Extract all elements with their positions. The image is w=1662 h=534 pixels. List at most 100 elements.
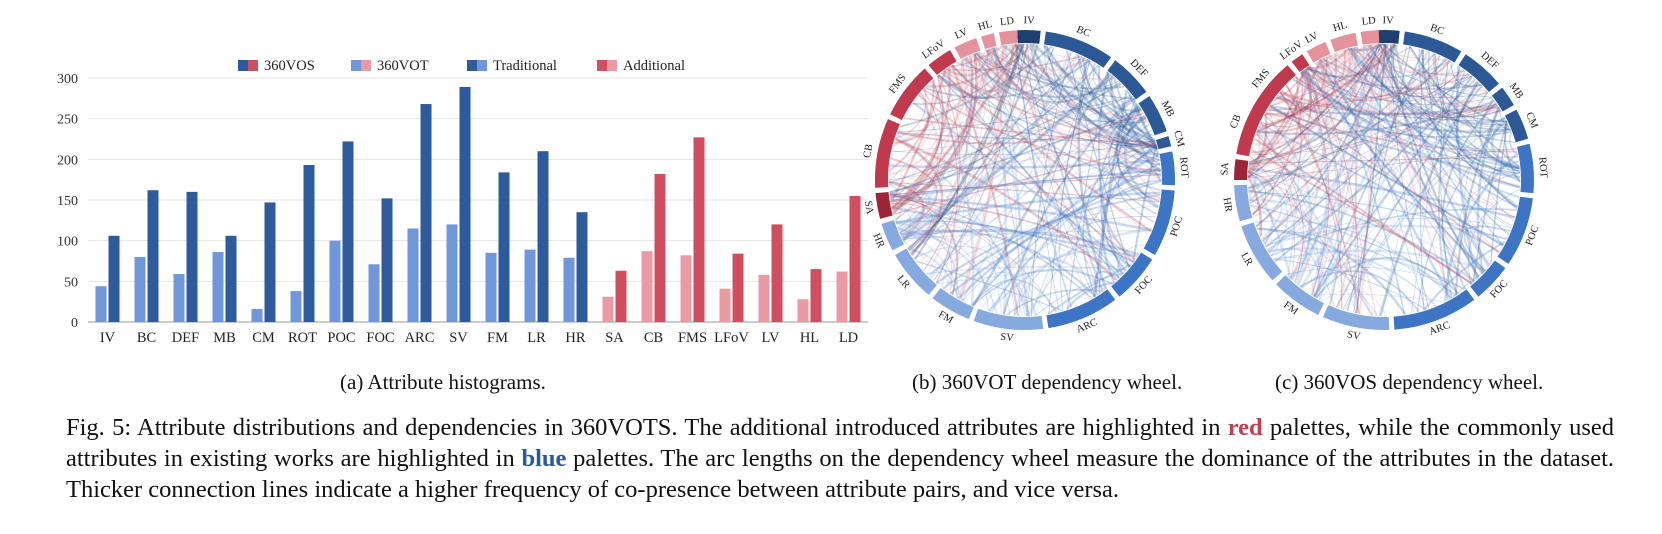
wheel-chord (1302, 69, 1485, 273)
wheel-chord (974, 52, 1148, 122)
wheel-segment-fm (1276, 275, 1324, 315)
wheel-chord (1002, 44, 1156, 143)
wheel-chord (966, 44, 1020, 93)
wheel-chord (1263, 44, 1372, 245)
caption-text-2: palettes, while the commonly used attrib… (66, 414, 1614, 472)
wheel-chord (1086, 58, 1158, 149)
wheel-chord (1320, 76, 1474, 301)
wheel-chord (1410, 46, 1521, 182)
wheel-chord (1418, 48, 1520, 188)
wheel-chord (993, 43, 1028, 79)
wheel-chord (1319, 59, 1406, 315)
wheel-chord (1051, 46, 1161, 174)
wheel-chord (889, 183, 930, 229)
wheel-chord (926, 43, 1018, 88)
wheel-chord (1306, 66, 1482, 90)
wheel-chord (976, 52, 1146, 122)
y-tick-label: 150 (57, 194, 78, 209)
wheel-chord (1338, 51, 1475, 95)
wheel-chord (1313, 49, 1424, 297)
wheel-chord (1258, 43, 1390, 129)
wheel-chord (899, 100, 946, 234)
wheel-label: IV (1382, 15, 1394, 26)
wheel-label: CB (862, 143, 875, 159)
wheel-chord (1336, 48, 1358, 309)
wheel-chord (908, 108, 1142, 252)
wheel-chord (952, 58, 968, 296)
wheel-chord (899, 78, 1117, 234)
wheel-chord (1046, 45, 1161, 166)
wheel-chord (1078, 54, 1154, 136)
x-tick-label: LFoV (714, 330, 749, 345)
wheel-chord (943, 53, 977, 76)
wheel-chord (1300, 71, 1521, 189)
wheel-segment-sa (1234, 159, 1249, 180)
wheel-chord (1248, 85, 1309, 192)
wheel-chord (888, 58, 965, 182)
wheel-chord (1309, 65, 1360, 314)
wheel-chord (1047, 263, 1133, 315)
wheel-chord (1258, 125, 1374, 317)
legend-swatch (597, 60, 607, 71)
wheel-chord (954, 155, 1159, 297)
wheel-chord (946, 169, 1161, 292)
y-tick-label: 50 (64, 275, 78, 290)
wheel-chord (1303, 68, 1341, 305)
wheel-chord (891, 206, 1138, 258)
wheel-chord (889, 108, 1142, 194)
wheel-chord (971, 256, 1106, 307)
wheel-chord (889, 193, 959, 296)
wheel-label: LV (953, 26, 970, 41)
wheel-chord (1355, 46, 1493, 98)
wheel-chord (1306, 43, 1396, 78)
wheel-chord (1248, 43, 1383, 202)
wheel-chord (891, 55, 974, 210)
wheel-chord (1306, 48, 1349, 70)
wheel-chord (903, 240, 967, 303)
wheel-segment-sv (1322, 305, 1390, 331)
wheel-chord (1354, 46, 1521, 182)
wheel-chord (1287, 68, 1307, 277)
wheel-chord (898, 228, 998, 314)
wheel-chord (985, 49, 1157, 148)
bar-360vos-foc (381, 198, 393, 322)
wheel-chord (957, 45, 1005, 300)
wheel-chord (1303, 55, 1441, 99)
wheel-segment-def (1458, 54, 1499, 92)
wheel-segment-fm (932, 287, 974, 320)
wheel-chord (1093, 89, 1129, 298)
wheel-chord (1108, 106, 1156, 147)
wheel-chord (1295, 76, 1517, 151)
wheel-chord (891, 47, 994, 210)
bar-360vos-ld (849, 195, 861, 322)
wheel-chord (889, 168, 1161, 199)
wheel-chord (1249, 198, 1313, 279)
wheel-chord (1411, 60, 1449, 314)
wheel-chord (992, 47, 1008, 315)
bar-360vot-arc (407, 228, 419, 322)
wheel-chord (892, 43, 1022, 215)
wheel-chord (1264, 224, 1508, 247)
wheel-chord (1269, 46, 1412, 107)
wheel-chord (979, 51, 1085, 78)
wheel-chord (1248, 156, 1519, 164)
bar-360vot-hr (563, 257, 575, 322)
wheel-chord (1249, 58, 1324, 203)
wheel-chord (1509, 132, 1519, 156)
bar-360vos-iv (108, 235, 120, 322)
wheel-segment-sa (875, 191, 893, 219)
wheel-chord (1248, 192, 1344, 310)
wheel-chord (1249, 43, 1380, 204)
wheel-label: ROT (1177, 157, 1190, 179)
wheel-chord (950, 64, 1020, 316)
wheel-chord (1355, 46, 1500, 111)
wheel-chord (1454, 106, 1500, 296)
wheel-chord (889, 170, 1161, 196)
wheel-chord (914, 145, 1157, 260)
wheel-chord (1301, 71, 1493, 105)
wheel-chord (938, 74, 1122, 277)
vot-dependency-wheel: IVBCDEFMBCMROTPOCFOCARCSVFMLRHRSACBFMSLF… (862, 15, 1190, 344)
wheel-label: LV (1303, 30, 1320, 46)
wheel-segment-lr (1241, 222, 1283, 281)
